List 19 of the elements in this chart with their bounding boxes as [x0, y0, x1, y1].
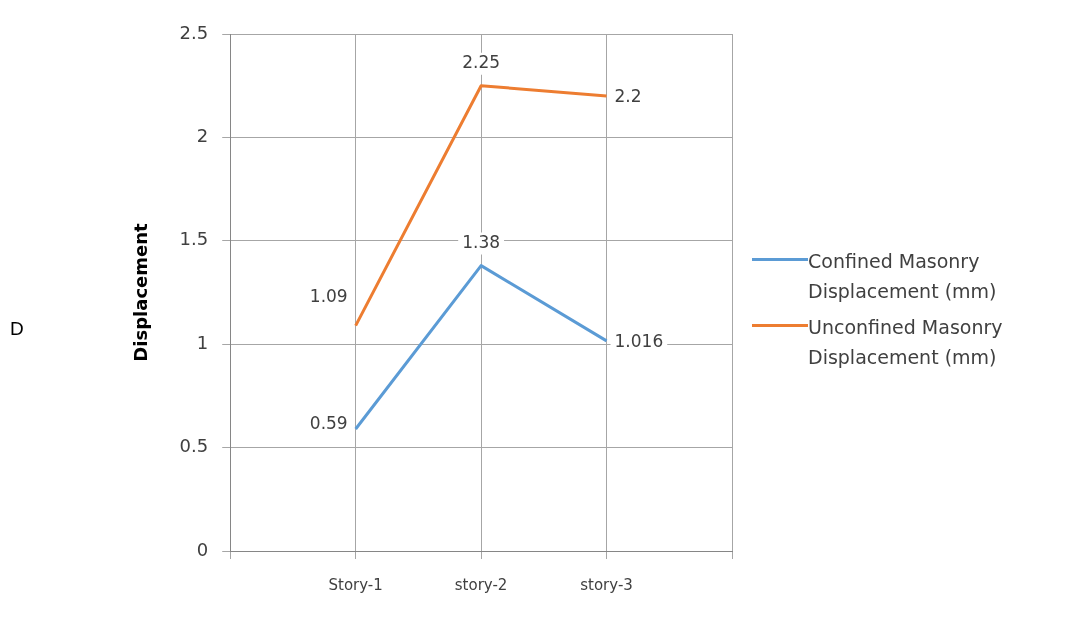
- y-tick-label: 0: [196, 538, 209, 560]
- x-tick-label: Story-1: [328, 575, 383, 594]
- data-label: 1.016: [614, 331, 664, 352]
- legend-label: Confined Masonry Displacement (mm): [808, 249, 998, 304]
- x-tick-label: story-2: [454, 575, 508, 594]
- legend-label: Unconfined Masonry Displacement (mm): [808, 315, 1004, 370]
- data-label: 1.09: [309, 286, 348, 307]
- y-tick-label: 2.5: [179, 21, 209, 43]
- y-tick-label: 2: [196, 125, 209, 147]
- data-label: 0.59: [309, 413, 348, 434]
- y-axis-title: Displacement: [130, 222, 152, 362]
- data-label: 1.38: [462, 232, 501, 253]
- y-tick-label: 0.5: [179, 435, 209, 457]
- data-label: 2.2: [614, 86, 642, 107]
- y-tick-label: 1.5: [179, 228, 209, 250]
- text: D: [10, 318, 24, 340]
- y-tick-label: 1: [196, 331, 209, 353]
- data-label: 2.25: [462, 52, 501, 73]
- x-tick-label: story-3: [580, 575, 633, 594]
